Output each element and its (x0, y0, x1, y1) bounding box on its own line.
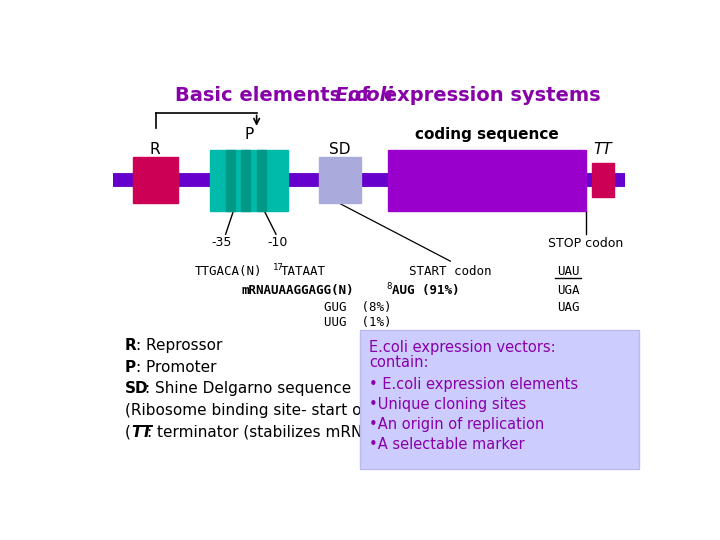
Text: 8: 8 (386, 282, 392, 291)
Text: : Promoter: : Promoter (136, 360, 216, 375)
Bar (225, 150, 235, 211)
Bar (210, 150, 287, 211)
Bar (241, 150, 251, 211)
Text: : Shine Delgarno sequence: : Shine Delgarno sequence (145, 381, 351, 396)
Bar (593, 164, 614, 197)
Text: SD: SD (125, 381, 148, 396)
Text: AUG (91%): AUG (91%) (392, 284, 460, 297)
Text: mRNAUAAGGAGG(N): mRNAUAAGGAGG(N) (241, 284, 354, 297)
Text: •An origin of replication: •An origin of replication (369, 417, 544, 432)
Text: (Ribosome binding site- start of mRNA): (Ribosome binding site- start of mRNA) (125, 403, 425, 418)
Text: TT: TT (594, 142, 613, 157)
Bar (132, 157, 178, 204)
Text: SD: SD (329, 142, 351, 157)
Text: (: ( (125, 424, 131, 440)
Text: -35: -35 (212, 236, 232, 249)
Text: P: P (244, 127, 253, 142)
Text: •A selectable marker: •A selectable marker (369, 437, 525, 452)
Bar (388, 150, 586, 211)
Text: expression systems: expression systems (377, 86, 600, 105)
Text: : Reprossor: : Reprossor (136, 339, 222, 353)
Text: E.coli expression vectors:: E.coli expression vectors: (369, 340, 556, 355)
Text: UAU: UAU (557, 265, 580, 278)
Text: R: R (125, 339, 137, 353)
Text: TATAAT: TATAAT (281, 265, 325, 278)
Text: UGA: UGA (557, 284, 580, 297)
Text: P: P (125, 360, 136, 375)
Text: : terminator (stabilizes mRNA)): : terminator (stabilizes mRNA)) (147, 424, 384, 440)
Text: • E.coli expression elements: • E.coli expression elements (369, 377, 578, 392)
Bar (319, 157, 361, 204)
Text: contain:: contain: (369, 355, 428, 370)
Text: Basic elements of: Basic elements of (175, 86, 377, 105)
Text: E.coli: E.coli (335, 86, 394, 105)
Text: •Unique cloning sites: •Unique cloning sites (369, 397, 526, 412)
Text: STOP codon: STOP codon (549, 237, 624, 249)
Text: GUG  (8%): GUG (8%) (323, 301, 391, 314)
Text: -10: -10 (267, 236, 288, 249)
Text: UAG: UAG (557, 301, 580, 314)
Bar (256, 150, 266, 211)
Text: TTGACA(N): TTGACA(N) (194, 265, 262, 278)
Text: START codon: START codon (409, 265, 492, 278)
Text: TT: TT (131, 424, 152, 440)
Text: UUG  (1%): UUG (1%) (323, 316, 391, 329)
Text: R: R (150, 142, 161, 157)
Text: 17: 17 (273, 263, 284, 272)
Text: coding sequence: coding sequence (415, 127, 559, 142)
Bar (360, 330, 639, 469)
